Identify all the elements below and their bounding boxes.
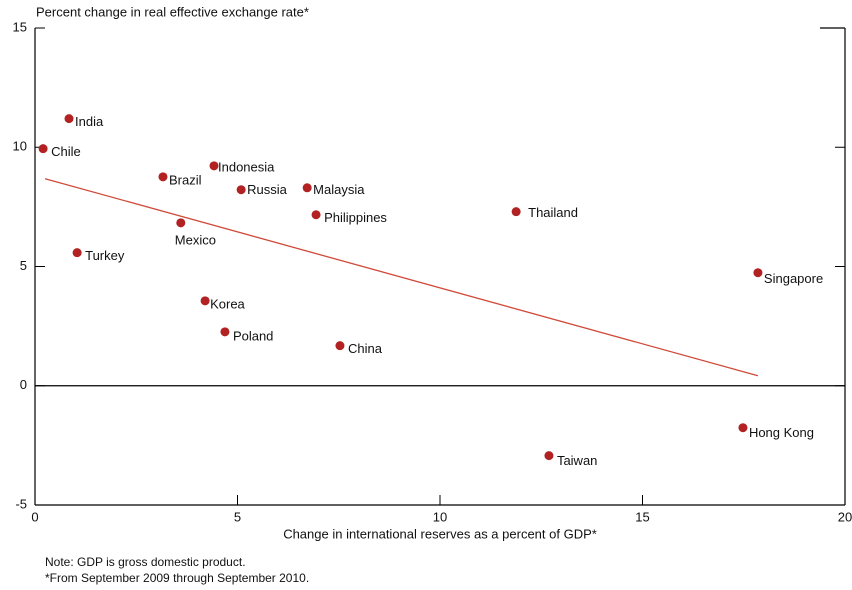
- point: [236, 185, 246, 195]
- point: [311, 210, 321, 220]
- point-label: Turkey: [85, 248, 125, 263]
- point: [753, 268, 763, 278]
- point: [544, 451, 554, 461]
- y-axis-title: Percent change in real effective exchang…: [36, 4, 309, 19]
- point-label: Indonesia: [218, 159, 275, 174]
- point: [738, 423, 748, 433]
- x-tick-label: 20: [838, 509, 852, 524]
- y-tick-label: 5: [20, 258, 27, 273]
- point-label: Mexico: [175, 232, 216, 247]
- point: [220, 327, 230, 337]
- point-label: Hong Kong: [749, 425, 814, 440]
- point: [72, 248, 82, 258]
- point: [302, 183, 312, 193]
- point-label: Malaysia: [313, 182, 365, 197]
- y-tick-label: -5: [15, 496, 27, 511]
- point-label: Poland: [233, 328, 273, 343]
- y-tick-label: 15: [13, 19, 27, 34]
- x-tick-label: 10: [433, 509, 447, 524]
- x-tick-label: 0: [31, 509, 38, 524]
- point-label: Philippines: [324, 210, 387, 225]
- point: [209, 161, 219, 171]
- point-label: Brazil: [169, 172, 202, 187]
- note: *From September 2009 through September 2…: [45, 571, 309, 585]
- point: [335, 341, 345, 351]
- point: [176, 218, 186, 228]
- x-tick-label: 5: [234, 509, 241, 524]
- point-label: Korea: [210, 296, 245, 311]
- point-label: India: [75, 114, 104, 129]
- point: [38, 144, 48, 154]
- note: Note: GDP is gross domestic product.: [45, 555, 246, 569]
- x-tick-label: 15: [635, 509, 649, 524]
- point-label: Taiwan: [557, 453, 597, 468]
- point: [64, 114, 74, 124]
- y-tick-label: 0: [20, 377, 27, 392]
- point-label: Singapore: [764, 271, 823, 286]
- trend-line: [44, 178, 759, 377]
- y-tick-label: 10: [13, 139, 27, 154]
- point-label: Thailand: [528, 205, 578, 220]
- point: [511, 207, 521, 217]
- point: [200, 296, 210, 306]
- point-label: Chile: [51, 144, 81, 159]
- x-axis-title: Change in international reserves as a pe…: [283, 526, 597, 541]
- point-label: China: [348, 341, 383, 356]
- point: [158, 172, 168, 182]
- point-label: Russia: [247, 182, 288, 197]
